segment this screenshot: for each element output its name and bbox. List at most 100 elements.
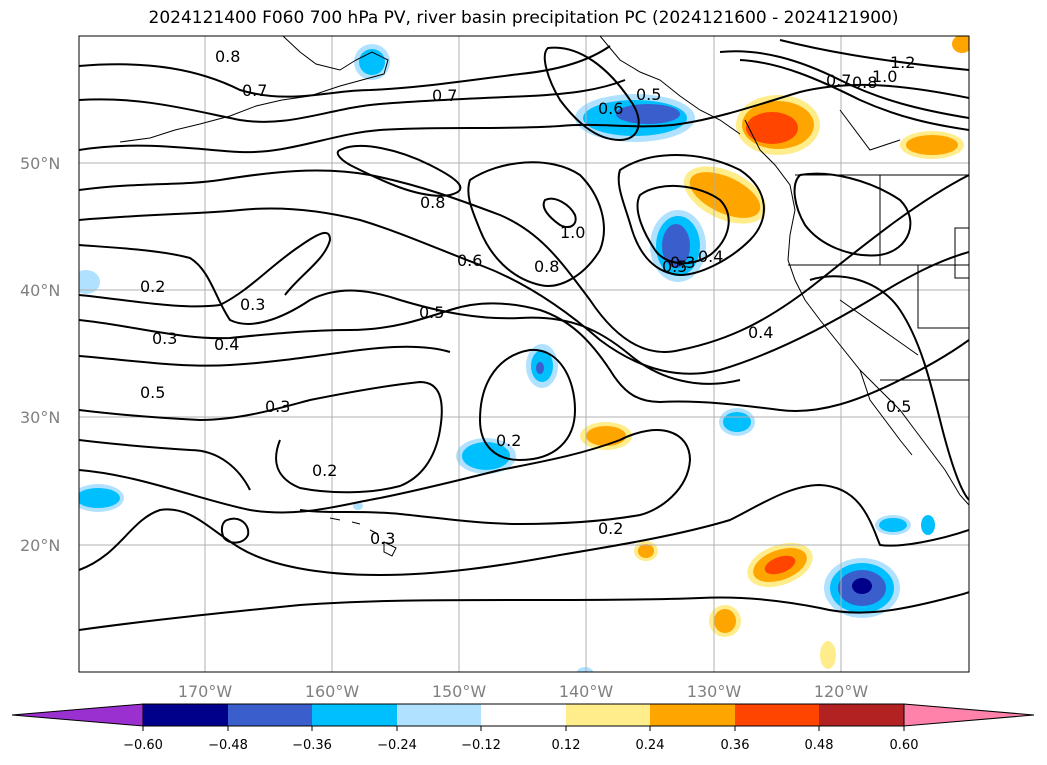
colorbar-segment: [228, 704, 312, 726]
shade-positive: [906, 135, 958, 155]
lon-label: 120°W: [814, 682, 869, 701]
contour-line: [542, 197, 577, 228]
shade-negative: [662, 224, 690, 268]
colorbar-tick-label: −0.60: [123, 738, 163, 753]
contour-label: 0.7: [242, 81, 267, 100]
contour-line: [467, 161, 605, 287]
colorbar-segment: [650, 704, 735, 726]
contour-line: [478, 348, 577, 462]
coastline-alaska: [119, 36, 741, 143]
colorbar-tick-label: 0.24: [636, 738, 665, 753]
contour-line: [79, 591, 969, 631]
contour-label: 0.8: [420, 193, 445, 212]
contour-label: 0.3: [670, 253, 695, 272]
colorbar-ticks: [142, 726, 905, 731]
precipitation-shading: [79, 36, 969, 672]
colorbar-tick-label: −0.48: [208, 738, 248, 753]
shade-positive: [746, 112, 798, 144]
shade-negative: [577, 667, 593, 672]
colorbar-segment: [143, 704, 228, 726]
colorbar-tick-label: 0.48: [805, 738, 834, 753]
contour-line: [79, 207, 969, 375]
contour-label: 1.0: [560, 223, 585, 242]
contour-line: [220, 517, 250, 544]
colorbar-segment: [312, 704, 397, 726]
contour-line: [779, 39, 969, 71]
map-frame: [78, 35, 970, 673]
graticule: [79, 36, 969, 672]
contour-label: 0.4: [214, 335, 239, 354]
contour-label: 0.3: [370, 529, 395, 548]
lat-label: 20°N: [20, 536, 60, 555]
shade-positive: [820, 641, 836, 669]
contour-line: [79, 429, 692, 526]
border-inland: [839, 109, 969, 279]
colorbar-outline: [142, 703, 905, 727]
lon-label: 140°W: [559, 682, 614, 701]
shade-positive: [952, 36, 969, 53]
contour-line: [79, 439, 251, 491]
contour-line: [79, 45, 611, 98]
chart-title: 2024121400 F060 700 hPa PV, river basin …: [148, 8, 899, 28]
contour-label: 0.5: [886, 397, 911, 416]
shade-negative: [852, 578, 872, 594]
shade-negative: [353, 502, 363, 510]
contour-label: 0.5: [662, 257, 687, 276]
shade-negative: [536, 362, 544, 374]
shade-negative: [616, 104, 680, 124]
contour-label: 0.5: [140, 383, 165, 402]
contour-line: [793, 172, 912, 257]
contour-line: [79, 231, 332, 308]
colorbar-tick-label: 0.60: [890, 738, 919, 753]
contour-line: [79, 380, 443, 494]
colorbar-segment: [819, 704, 904, 726]
contour-line: [79, 302, 969, 412]
shade-positive: [764, 555, 796, 575]
lon-label: 130°W: [687, 682, 742, 701]
contour-label: 0.2: [312, 461, 337, 480]
border-us-states: [788, 175, 969, 381]
contour-line: [79, 345, 451, 367]
colorbar-segment: [481, 704, 566, 726]
colorbar-tick-label: −0.36: [292, 738, 332, 753]
shade-negative: [723, 412, 751, 432]
contour-label: 0.5: [636, 85, 661, 104]
shade-negative: [359, 49, 385, 75]
shade-negative: [879, 518, 907, 532]
contour-label: 0.6: [457, 251, 482, 270]
coastline-baja: [859, 369, 913, 456]
contour-line: [719, 50, 969, 119]
colorbar-tick-label: 0.36: [721, 738, 750, 753]
colorbar-extend-low: [11, 703, 144, 727]
contour-label: 0.4: [748, 323, 773, 342]
shade-positive: [689, 172, 761, 218]
contour-line: [79, 83, 969, 154]
lon-label: 170°W: [178, 682, 233, 701]
colorbar-segment: [397, 704, 481, 726]
colorbar: −0.60 −0.48 −0.36 −0.24 −0.12 0.12 0.24 …: [11, 703, 1035, 753]
lat-label: 40°N: [20, 281, 60, 300]
contour-labels: 0.8 0.7 0.7 0.6 0.5 0.7 0.8 1.0 1.2 0.8 …: [140, 47, 915, 548]
lon-label: 150°W: [432, 682, 487, 701]
contour-line: [79, 169, 969, 353]
contour-line: [617, 154, 765, 277]
contour-line: [543, 46, 640, 142]
coastlines: [119, 36, 969, 557]
contour-label: 0.7: [432, 86, 457, 105]
contour-label: 0.8: [215, 47, 240, 66]
contour-label: 0.3: [240, 295, 265, 314]
contour-label: 0.4: [698, 247, 723, 266]
colorbar-tick-label: −0.12: [461, 738, 501, 753]
contour-label: 0.8: [852, 73, 877, 92]
contour-label: 0.5: [419, 303, 444, 322]
shade-negative: [79, 488, 120, 508]
contour-label: 0.3: [152, 329, 177, 348]
islands-hawaii: [329, 517, 397, 557]
contour-label: 0.2: [140, 277, 165, 296]
longitude-labels: 170°W 160°W 150°W 140°W 130°W 120°W: [178, 682, 869, 701]
contour-label: 1.2: [890, 53, 915, 72]
contour-label: 0.2: [598, 519, 623, 538]
contour-label: 0.6: [598, 99, 623, 118]
colorbar-segment: [735, 704, 819, 726]
coastline-north-america: [744, 119, 969, 506]
